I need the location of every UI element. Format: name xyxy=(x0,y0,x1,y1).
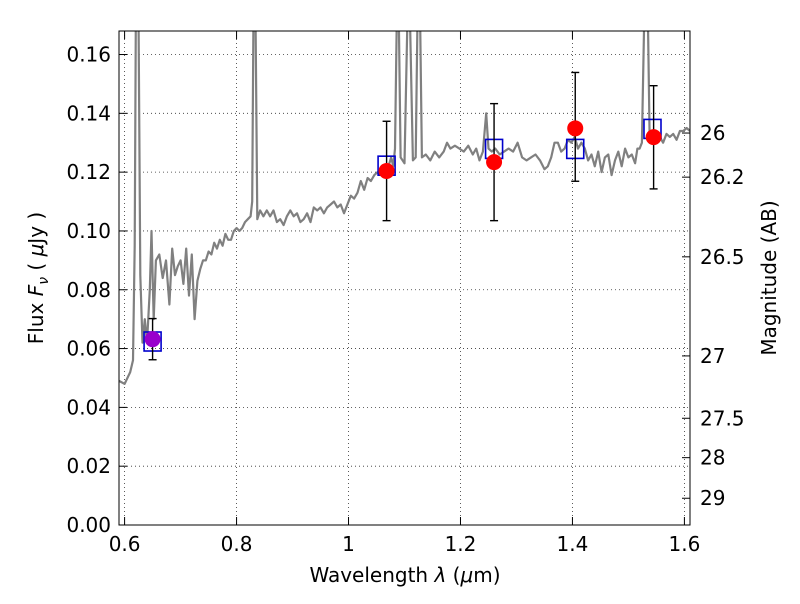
x-tick-label: 0.8 xyxy=(221,532,253,556)
y-tick-label: 0.10 xyxy=(66,219,111,243)
y2-tick-label: 28 xyxy=(700,446,725,470)
y-axis-ticks: 0.00 0.02 0.04 0.06 0.08 0.10 0.12 0.14 0.16 xyxy=(66,43,127,537)
y-tick-label: 0.00 xyxy=(66,513,111,537)
y2-tick-label: 26.2 xyxy=(700,165,745,189)
y-tick-label: 0.02 xyxy=(66,454,111,478)
y2-axis-ticks: 26 26.2 26.5 27 27.5 28 29 xyxy=(682,121,745,510)
y2-axis-label: Magnitude (AB) xyxy=(757,200,781,355)
x-tick-label: 1 xyxy=(342,532,355,556)
plot-frame xyxy=(118,30,691,526)
x-tick-label: 1.4 xyxy=(557,532,589,556)
y-axis-label: Flux Fν ( μJy ) xyxy=(24,212,52,344)
x-axis-label: Wavelength λ (μm) xyxy=(309,563,500,587)
x-axis-ticks: 0.6 0.8 1 1.2 1.4 1.6 xyxy=(109,31,700,556)
observed-layer xyxy=(144,120,662,348)
y2-tick-label: 27.5 xyxy=(700,406,745,430)
y-tick-label: 0.16 xyxy=(66,43,111,67)
x-tick-label: 1.2 xyxy=(445,532,477,556)
x-tick-label: 0.6 xyxy=(109,532,141,556)
y2-tick-label: 26.5 xyxy=(700,245,745,269)
observed-flux-point xyxy=(378,162,395,179)
observed-flux-point xyxy=(144,331,161,348)
plot-background xyxy=(119,31,690,525)
observed-flux-point xyxy=(567,120,584,137)
y-tick-label: 0.08 xyxy=(66,278,111,302)
y-tick-label: 0.06 xyxy=(66,337,111,361)
y2-tick-label: 29 xyxy=(700,486,725,510)
y-tick-label: 0.14 xyxy=(66,101,111,125)
y-tick-label: 0.12 xyxy=(66,160,111,184)
y-tick-label: 0.04 xyxy=(66,395,111,419)
y2-tick-label: 27 xyxy=(700,344,725,368)
observed-flux-point xyxy=(486,154,503,171)
y2-tick-label: 26 xyxy=(700,121,725,145)
x-tick-label: 1.6 xyxy=(668,532,700,556)
observed-flux-point xyxy=(645,129,662,146)
